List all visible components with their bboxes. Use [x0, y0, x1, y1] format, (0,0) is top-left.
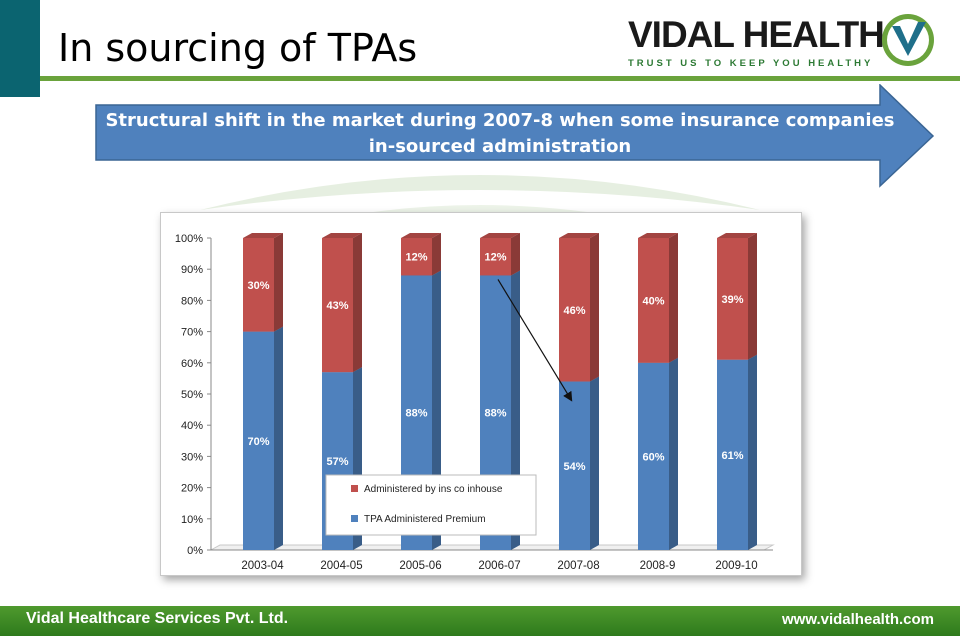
- data-label: 61%: [721, 450, 743, 462]
- bar-side: [274, 326, 283, 550]
- bar-side: [748, 354, 757, 550]
- bar-segment: [638, 238, 669, 363]
- bar-top: [401, 233, 441, 238]
- data-label: 60%: [642, 451, 664, 463]
- bar-segment: [401, 238, 432, 276]
- data-label: 12%: [484, 252, 506, 264]
- bar-top: [243, 233, 283, 238]
- y-tick-label: 50%: [181, 389, 203, 401]
- x-tick-label: 2006-07: [478, 560, 520, 572]
- bar-top: [480, 233, 520, 238]
- chart-frame: 0% 10% 20% 30% 40% 50% 60% 70% 80% 90% 100% 70% 30% 2…: [160, 212, 802, 576]
- bar-side: [274, 233, 283, 332]
- bar-segment: [559, 238, 590, 382]
- data-label: 40%: [642, 295, 664, 307]
- x-tick-label: 2003-04: [241, 560, 284, 572]
- callout-text: Structural shift in the market during 20…: [105, 110, 895, 157]
- bar-side: [748, 233, 757, 360]
- bar-side: [353, 233, 362, 373]
- stacked-bar-chart: 0% 10% 20% 30% 40% 50% 60% 70% 80% 90% 100% 70% 30% 2…: [175, 233, 775, 572]
- footer-bar: Vidal Healthcare Services Pvt. Ltd. www.…: [0, 606, 960, 636]
- bar-side: [590, 233, 599, 382]
- data-label: 54%: [563, 461, 585, 473]
- data-label: 30%: [247, 280, 269, 292]
- vidal-logo: VIDAL HEALTH TRUST US TO KEEP YOU HEALTH…: [628, 12, 938, 72]
- bar-segment: [559, 381, 590, 550]
- legend-box: [325, 474, 537, 536]
- title-rule: [40, 76, 960, 81]
- data-label: 46%: [563, 305, 585, 317]
- bar-segment: [243, 238, 274, 332]
- bar-side: [669, 357, 678, 550]
- bar-side: [432, 233, 441, 276]
- data-label: 70%: [247, 436, 269, 448]
- y-tick-label: 90%: [181, 264, 203, 276]
- legend-label: Administered by ins co inhouse: [364, 484, 503, 495]
- bar-side: [590, 376, 599, 550]
- y-tick-label: 60%: [181, 358, 203, 370]
- legend-swatch: [351, 485, 358, 492]
- bar-segment: [717, 238, 748, 360]
- data-label: 43%: [326, 300, 348, 312]
- bar-top: [717, 233, 757, 238]
- legend-label: TPA Administered Premium: [364, 514, 486, 525]
- x-tick-label: 2004-05: [320, 560, 362, 572]
- footer-website[interactable]: www.vidalhealth.com: [782, 611, 934, 628]
- y-tick-label: 80%: [181, 295, 203, 307]
- data-label: 39%: [721, 294, 743, 306]
- bar-side: [669, 233, 678, 363]
- x-tick-label: 2005-06: [399, 560, 441, 572]
- bar-side: [511, 233, 520, 276]
- x-tick-label: 2007-08: [557, 560, 599, 572]
- y-tick-label: 20%: [181, 483, 203, 495]
- callout-arrow: [95, 84, 935, 188]
- bar-top: [322, 233, 362, 238]
- legend-swatch: [351, 515, 358, 522]
- y-tick-label: 70%: [181, 327, 203, 339]
- bar-segment: [638, 362, 669, 550]
- bar-segment: [717, 359, 748, 550]
- bar-top: [559, 233, 599, 238]
- x-tick-label: 2008-9: [640, 560, 676, 572]
- y-tick-label: 0%: [187, 545, 203, 557]
- footer-company: Vidal Healthcare Services Pvt. Ltd.: [26, 610, 289, 627]
- bar-segment: [480, 238, 511, 276]
- data-label: 12%: [405, 252, 427, 264]
- slide-title: In sourcing of TPAs: [58, 26, 418, 70]
- x-tick-label: 2009-10: [715, 560, 757, 572]
- data-label: 88%: [484, 408, 506, 420]
- y-tick-label: 40%: [181, 420, 203, 432]
- bar-top: [638, 233, 678, 238]
- annotation-arrow: [497, 279, 573, 402]
- logo-tagline: TRUST US TO KEEP YOU HEALTHY: [628, 58, 874, 69]
- data-label: 57%: [326, 456, 348, 468]
- y-tick-label: 30%: [181, 451, 203, 463]
- y-tick-label: 10%: [181, 514, 203, 526]
- logo-wordmark: VIDAL HEALTH: [628, 14, 885, 55]
- bar-segment: [322, 238, 353, 373]
- data-label: 88%: [405, 408, 427, 420]
- logo-v-check-icon: [882, 14, 934, 66]
- bar-segment: [243, 331, 274, 550]
- corner-accent-bar: [0, 0, 40, 97]
- y-tick-label: 100%: [175, 233, 203, 245]
